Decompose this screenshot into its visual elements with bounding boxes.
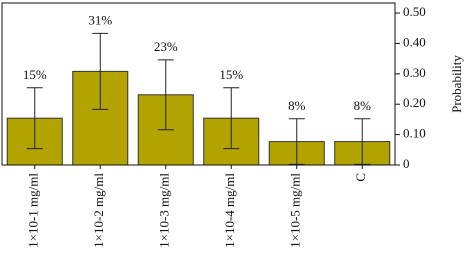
y-axis-title: Probability: [449, 55, 464, 113]
y-tick-label: 0.20: [403, 95, 426, 110]
value-label: 15%: [219, 67, 243, 82]
x-tick-label: 1×10-5 mg/ml: [288, 173, 303, 248]
x-tick-label: 1×10-3 mg/ml: [157, 173, 172, 248]
plot-frame: [1, 2, 396, 166]
value-label: 15%: [23, 67, 47, 82]
y-tick-label: 0.10: [403, 126, 426, 141]
x-tick-label: 1×10-1 mg/ml: [26, 173, 41, 248]
x-tick-label: C: [353, 173, 368, 182]
y-tick-label: 0.40: [403, 34, 426, 49]
y-tick-label: 0: [403, 156, 410, 171]
value-label: 8%: [288, 98, 306, 113]
x-tick-label: 1×10-4 mg/ml: [222, 173, 237, 248]
y-tick-label: 0.50: [403, 4, 426, 19]
x-tick-label: 1×10-2 mg/ml: [91, 173, 106, 248]
y-tick-label: 0.30: [403, 65, 426, 80]
value-label: 23%: [154, 39, 178, 54]
value-label: 31%: [88, 12, 112, 27]
value-label: 8%: [354, 98, 372, 113]
